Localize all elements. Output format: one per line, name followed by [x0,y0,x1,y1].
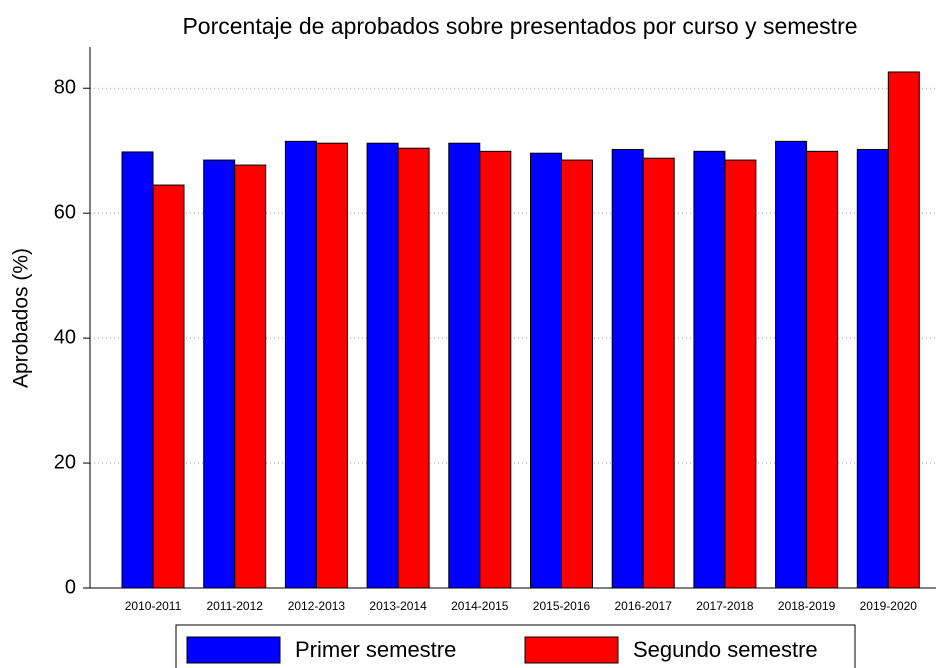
bar [693,150,726,589]
legend-label: Segundo semestre [633,637,818,662]
bar [203,159,236,589]
bar [152,184,185,589]
bar [448,142,481,589]
bar [856,148,889,589]
y-tick-label: 80 [54,77,76,99]
x-tick-label: 2016-2017 [615,599,673,613]
y-tick-label: 0 [65,576,76,598]
y-tick-label: 60 [54,201,76,223]
legend-swatch [524,636,619,664]
y-tick-label: 40 [54,326,76,348]
x-tick-label: 2015-2016 [533,599,591,613]
x-tick-label: 2013-2014 [369,599,427,613]
bar [642,157,675,589]
y-tick-label: 20 [54,451,76,473]
bar [775,140,808,589]
x-tick-label: 2011-2012 [206,599,263,613]
y-axis-label: Aprobados (%) [10,248,33,388]
x-tick-label: 2017-2018 [696,599,754,613]
bar [284,140,317,589]
bar [611,148,644,589]
x-tick-label: 2012-2013 [288,599,346,613]
chart-title: Porcentaje de aprobados sobre presentado… [182,13,857,39]
legend-swatch [186,636,281,664]
bar [530,152,562,589]
bar [366,142,399,589]
bar [234,164,267,589]
legend-label: Primer semestre [295,637,456,662]
legend-box [175,624,856,668]
bar [397,147,430,589]
bar [887,71,920,589]
x-tick-label: 2014-2015 [451,599,509,613]
x-tick-label: 2010-2011 [125,599,182,613]
bar [479,150,512,589]
bar [121,151,154,589]
x-tick-label: 2018-2019 [778,599,836,613]
bar [561,159,593,589]
x-tick-label: 2019-2020 [860,599,918,613]
bar [806,150,839,589]
bar [315,142,348,589]
bar [724,159,757,589]
